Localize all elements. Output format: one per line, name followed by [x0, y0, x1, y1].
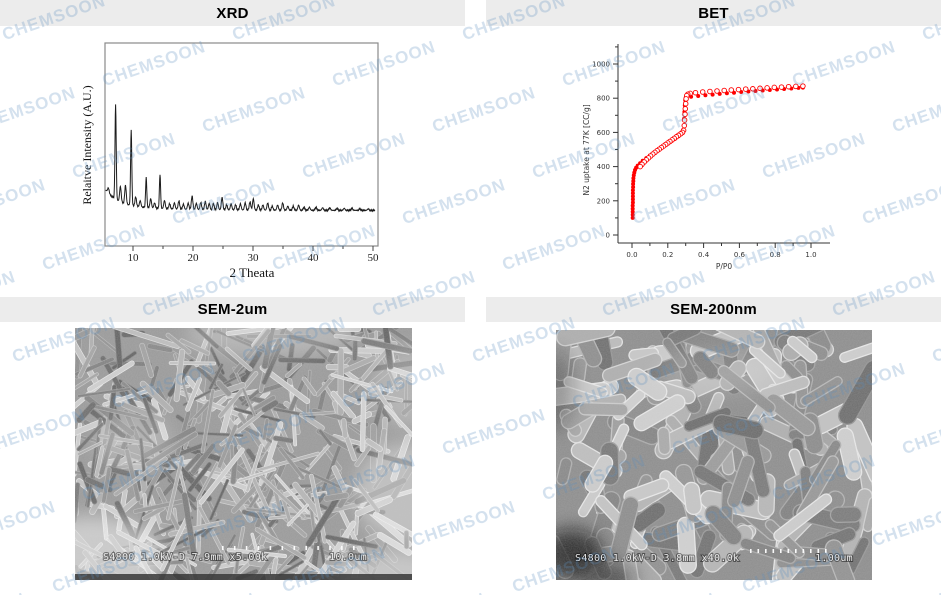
bet-x-tick-label: 0.0 — [626, 251, 637, 259]
xrd-x-tick-label: 10 — [128, 252, 140, 264]
xrd-y-axis-label: Relaitve Intensity (A.U.) — [80, 85, 94, 204]
sem-200nm-image: S4800 1.0kV-D 3.8mm x40.0k 1.00um — [538, 303, 888, 595]
watermark-text: CHEMSOON — [899, 404, 941, 459]
watermark-text: CHEMSOON — [409, 496, 519, 551]
xrd-x-tick-label: 50 — [368, 252, 380, 264]
watermark-text: CHEMSOON — [150, 589, 259, 595]
bet-x-axis-label: P/P0 — [716, 262, 733, 271]
xrd-x-tick-label: 40 — [308, 252, 320, 264]
sem-200nm-header-title: SEM-200nm — [670, 301, 757, 318]
xrd-trace — [105, 104, 376, 213]
bet-y-tick-label: 800 — [597, 95, 610, 103]
xrd-plot-svg: 10 20 30 40 50 2 Theata Relaitve Intensity (A.… — [80, 42, 380, 280]
xrd-x-axis-ticks: 10 20 30 40 50 — [128, 246, 380, 264]
sem-info-text: S4800 1.0kV-D 7.9mm x5.00k — [103, 552, 267, 563]
bet-y-tick-label: 400 — [597, 163, 610, 171]
xrd-x-tick-label: 20 — [188, 252, 200, 264]
sem-info-text: S4800 1.0kV-D 3.8mm x40.0k — [575, 553, 739, 564]
sem-2um-header-title: SEM-2um — [197, 301, 268, 318]
sem-grain-overlay — [556, 330, 872, 580]
bet-x-tick-label: 0.8 — [770, 251, 781, 259]
sem-scale-ticks — [222, 546, 355, 550]
sem-2um-image: S4800 1.0kV-D 7.9mm x5.00k 10.0um — [23, 304, 465, 595]
watermark-text: CHEMSOON — [439, 404, 549, 459]
bet-y-tick-label: 600 — [597, 129, 610, 137]
bet-y-axis-label: N2 uptake at 77K [CC/g] — [582, 104, 591, 195]
xrd-x-axis-label: 2 Theata — [230, 265, 275, 280]
xrd-x-tick-label: 30 — [248, 252, 260, 264]
xrd-header-title: XRD — [216, 4, 249, 22]
watermark-text: CHEMSOON — [869, 496, 941, 551]
bet-x-tick-label: 0.6 — [734, 251, 746, 259]
sem-200nm-header-bar: SEM-200nm — [486, 297, 941, 322]
watermark-text: CHEMSOON — [840, 589, 941, 595]
xrd-plot-frame — [104, 42, 379, 247]
watermark-text: CHEMSOON — [0, 589, 28, 595]
bet-header-bar: BET — [486, 0, 941, 26]
xrd-header-bar: XRD — [0, 0, 465, 26]
sem-grain-overlay — [75, 328, 412, 580]
bet-y-tick-label: 1000 — [592, 61, 610, 69]
bet-y-tick-label: 200 — [597, 197, 610, 205]
xrd-chart: 10 20 30 40 50 2 Theata Relaitve Intensity (A.… — [0, 26, 466, 297]
sem-micrograph-svg-s2: S4800 1.0kV-D 7.9mm x5.00k 10.0um — [23, 304, 465, 595]
bet-plot-svg: 0 200 400 600 800 1000 0.0 0.2 0.4 0.6 0.8 1.0 P/P0 N… — [582, 44, 830, 271]
sem-scale-label: 1.00um — [815, 553, 853, 564]
bet-y-axis-ticks: 0 200 400 600 800 1000 — [592, 46, 618, 240]
bet-x-axis-ticks: 0.0 0.2 0.4 0.6 0.8 1.0 — [626, 243, 817, 259]
sem-scale-label: 10.0um — [329, 552, 367, 563]
bet-x-tick-label: 0.2 — [662, 251, 673, 259]
bet-x-tick-label: 1.0 — [805, 251, 816, 259]
watermark-text: CHEMSOON — [0, 496, 59, 551]
sem-bottom-strip — [75, 574, 412, 580]
sem-micrograph-svg-s3: S4800 1.0kV-D 3.8mm x40.0k 1.00um — [538, 303, 888, 595]
watermark-text: CHEMSOON — [610, 589, 719, 595]
bet-x-tick-label: 0.4 — [698, 251, 710, 259]
bet-header-title: BET — [698, 4, 729, 22]
bet-chart: 0 200 400 600 800 1000 0.0 0.2 0.4 0.6 0.8 1.0 P/P0 N… — [471, 26, 941, 297]
watermark-text: CHEMSOON — [380, 589, 489, 595]
sem-2um-header-bar: SEM-2um — [0, 297, 465, 322]
bet-desorption-series — [637, 83, 806, 170]
bet-y-tick-label: 0 — [606, 232, 610, 240]
sem-scale-ticks — [750, 549, 827, 553]
